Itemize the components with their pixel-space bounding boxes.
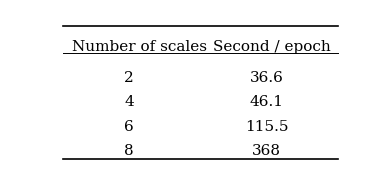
Text: 2: 2 (124, 71, 134, 85)
Text: 115.5: 115.5 (245, 120, 288, 134)
Text: 4: 4 (124, 95, 134, 109)
Text: 368: 368 (252, 145, 281, 159)
Text: Number of scales: Number of scales (72, 40, 207, 54)
Text: 8: 8 (124, 145, 134, 159)
Text: 46.1: 46.1 (250, 95, 284, 109)
Text: 36.6: 36.6 (250, 71, 284, 85)
Text: Second / epoch: Second / epoch (213, 40, 330, 54)
Text: 6: 6 (124, 120, 134, 134)
